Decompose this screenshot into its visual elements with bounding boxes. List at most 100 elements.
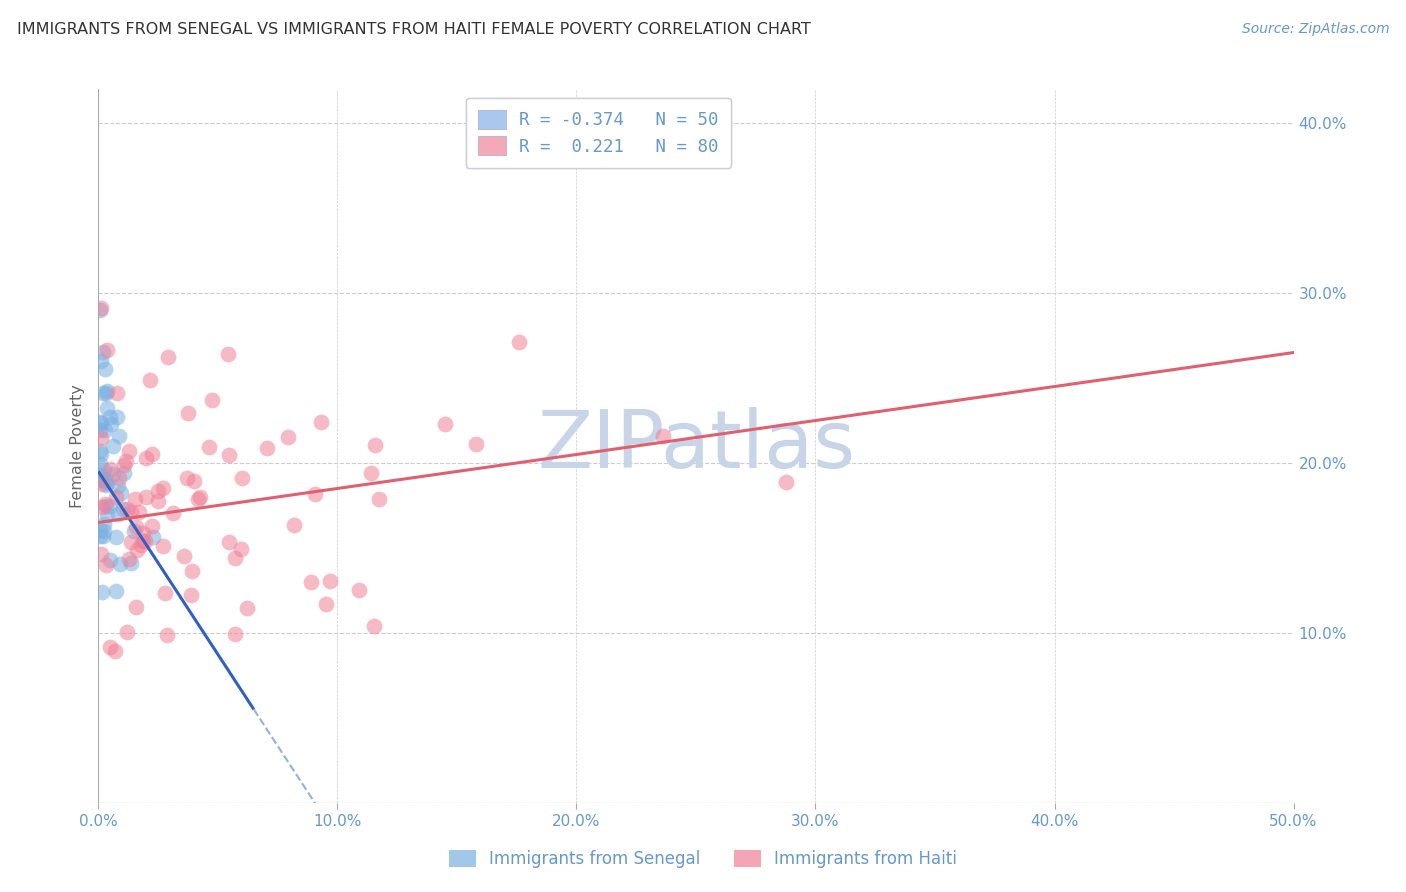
Point [96,384,118,398]
Point [138,373,160,387]
Point [180,565,202,579]
Point [94,499,117,513]
Point [89,444,111,458]
Point [91,476,114,491]
Point [115,502,138,516]
Point [105,530,128,544]
Point [367,491,389,506]
Point [98,640,121,654]
Point [131,526,153,541]
Point [135,451,157,466]
Point [304,486,326,500]
Point [134,534,156,549]
Y-axis label: Female Poverty: Female Poverty [70,384,86,508]
Point [465,437,488,451]
Point [363,619,385,633]
Point [96,508,118,523]
Point [180,588,202,602]
Point [104,490,127,504]
Point [224,551,246,566]
Point [157,351,180,365]
Point [152,540,174,554]
Point [91,473,114,487]
Point [89,523,111,537]
Point [142,530,165,544]
Point [90,416,112,430]
Point [93,516,115,531]
Point [93,423,115,437]
Point [129,538,152,552]
Point [90,468,112,483]
Point [93,497,115,511]
Point [364,438,387,452]
Point [652,428,675,442]
Point [90,547,112,561]
Point [110,485,132,500]
Point [229,541,252,556]
Point [115,624,138,639]
Point [89,303,111,318]
Point [105,385,128,400]
Point [112,458,135,473]
Point [90,431,112,445]
Point [91,585,114,599]
Point [93,344,115,359]
Point [89,423,111,437]
Point [217,347,239,361]
Point [118,443,141,458]
Point [173,549,195,564]
Point [93,524,115,538]
Point [183,475,205,489]
Point [107,429,129,443]
Point [104,583,127,598]
Point [93,463,115,477]
Point [94,558,117,572]
Point [125,600,148,615]
Point [91,473,114,487]
Point [218,449,240,463]
Point [112,466,135,480]
Point [90,301,112,316]
Point [236,600,259,615]
Point [94,361,117,376]
Point [96,385,118,400]
Point [125,520,148,534]
Point [90,353,112,368]
Point [162,506,184,520]
Point [112,501,135,516]
Point [128,505,150,519]
Point [153,585,176,599]
Point [98,499,121,513]
Point [277,430,299,444]
Point [96,401,118,415]
Point [104,644,127,658]
Point [107,479,129,493]
Point [218,535,240,549]
Point [118,552,141,566]
Point [152,481,174,495]
Point [105,409,128,424]
Point [91,529,114,543]
Point [283,518,305,533]
Point [96,343,118,358]
Point [315,597,337,611]
Point [148,484,170,499]
Point [98,462,121,476]
Point [108,471,131,485]
Point [201,392,224,407]
Point [107,507,129,521]
Point [176,471,198,485]
Point [96,476,118,491]
Point [127,543,149,558]
Point [89,528,111,542]
Text: Source: ZipAtlas.com: Source: ZipAtlas.com [1241,22,1389,37]
Text: IMMIGRANTS FROM SENEGAL VS IMMIGRANTS FROM HAITI FEMALE POVERTY CORRELATION CHAR: IMMIGRANTS FROM SENEGAL VS IMMIGRANTS FR… [17,22,811,37]
Point [775,475,797,489]
Point [94,473,117,487]
Point [141,447,163,461]
Point [124,491,146,506]
Point [309,415,332,429]
Point [100,417,122,431]
Point [98,410,121,425]
Point [231,471,253,485]
